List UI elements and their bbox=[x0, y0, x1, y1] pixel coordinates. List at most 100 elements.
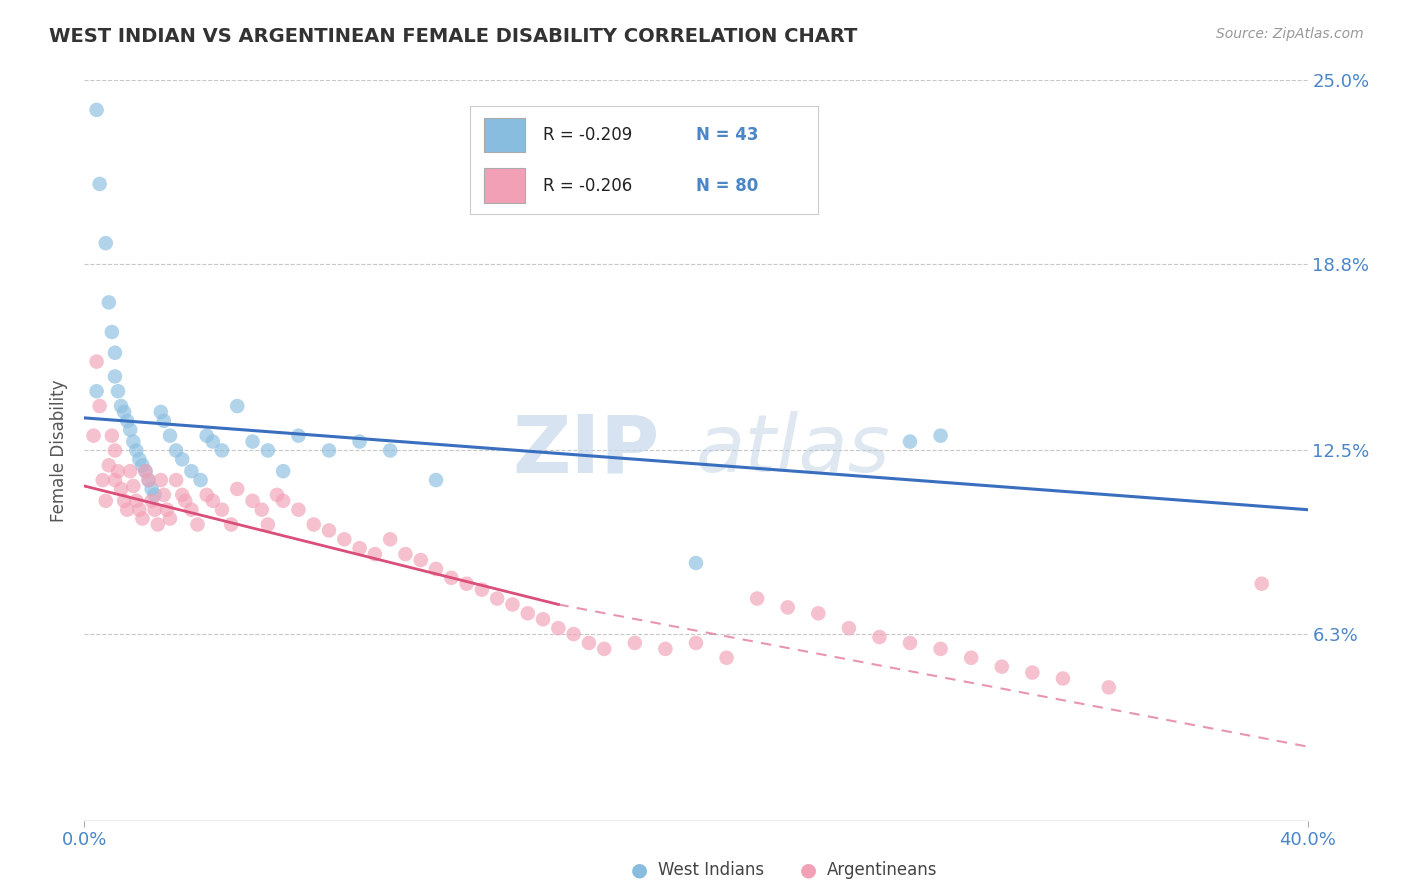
Point bbox=[685, 636, 707, 650]
Point bbox=[266, 488, 288, 502]
Point bbox=[141, 493, 163, 508]
Point bbox=[516, 607, 538, 621]
Point bbox=[1098, 681, 1121, 695]
Point bbox=[110, 482, 132, 496]
Point bbox=[242, 493, 264, 508]
Point bbox=[201, 493, 224, 508]
Point bbox=[578, 636, 600, 650]
Point bbox=[471, 582, 494, 597]
Point bbox=[143, 502, 166, 516]
Point bbox=[318, 443, 340, 458]
Point bbox=[318, 524, 340, 538]
Point bbox=[807, 607, 830, 621]
Point bbox=[110, 399, 132, 413]
Point bbox=[531, 612, 554, 626]
Point bbox=[115, 414, 138, 428]
Point bbox=[349, 541, 371, 556]
Point bbox=[159, 511, 181, 525]
Text: Argentineans: Argentineans bbox=[827, 861, 938, 879]
Point bbox=[1250, 576, 1272, 591]
Point bbox=[104, 369, 127, 384]
Text: atlas: atlas bbox=[696, 411, 891, 490]
Point bbox=[685, 556, 707, 570]
Point bbox=[1052, 672, 1074, 686]
Point bbox=[409, 553, 432, 567]
Text: ●: ● bbox=[800, 860, 817, 880]
Point bbox=[104, 443, 127, 458]
Point bbox=[153, 414, 176, 428]
Point bbox=[141, 482, 163, 496]
Point bbox=[101, 428, 124, 442]
Point bbox=[135, 464, 157, 478]
Point bbox=[186, 517, 208, 532]
Point bbox=[180, 464, 202, 478]
Point bbox=[364, 547, 387, 561]
Point bbox=[425, 473, 447, 487]
Point bbox=[174, 493, 197, 508]
Point bbox=[165, 443, 187, 458]
Point bbox=[593, 641, 616, 656]
Point bbox=[201, 434, 224, 449]
Point bbox=[869, 630, 891, 644]
Point bbox=[502, 598, 524, 612]
Point bbox=[94, 236, 117, 251]
Point bbox=[195, 488, 218, 502]
Point bbox=[776, 600, 799, 615]
Point bbox=[271, 493, 294, 508]
Text: West Indians: West Indians bbox=[658, 861, 763, 879]
Point bbox=[107, 384, 129, 399]
Text: WEST INDIAN VS ARGENTINEAN FEMALE DISABILITY CORRELATION CHART: WEST INDIAN VS ARGENTINEAN FEMALE DISABI… bbox=[49, 27, 858, 45]
Point bbox=[287, 502, 309, 516]
Point bbox=[120, 423, 142, 437]
Text: ●: ● bbox=[631, 860, 648, 880]
Point bbox=[172, 488, 194, 502]
Point bbox=[131, 511, 153, 525]
Point bbox=[929, 428, 952, 442]
Point bbox=[138, 473, 160, 487]
Point bbox=[112, 493, 135, 508]
Point bbox=[960, 650, 983, 665]
Point bbox=[156, 502, 179, 516]
Point bbox=[195, 428, 218, 442]
Point bbox=[135, 464, 157, 478]
Point bbox=[562, 627, 585, 641]
Point bbox=[1021, 665, 1043, 680]
Point bbox=[257, 443, 280, 458]
Point bbox=[122, 479, 145, 493]
Point bbox=[125, 493, 148, 508]
Point bbox=[94, 493, 117, 508]
Point bbox=[838, 621, 860, 635]
Point bbox=[112, 405, 135, 419]
Point bbox=[747, 591, 769, 606]
Point bbox=[250, 502, 273, 516]
Point bbox=[101, 325, 124, 339]
Point bbox=[125, 443, 148, 458]
Point bbox=[104, 473, 127, 487]
Point bbox=[654, 641, 676, 656]
Point bbox=[991, 659, 1014, 673]
Point bbox=[104, 345, 127, 359]
Point bbox=[91, 473, 114, 487]
Point bbox=[425, 562, 447, 576]
Point bbox=[128, 452, 150, 467]
Point bbox=[486, 591, 509, 606]
Point bbox=[89, 177, 111, 191]
Point bbox=[333, 533, 356, 547]
Point bbox=[380, 443, 402, 458]
Point bbox=[190, 473, 212, 487]
Point bbox=[211, 502, 233, 516]
Point bbox=[380, 533, 402, 547]
Point bbox=[120, 464, 142, 478]
Point bbox=[83, 428, 105, 442]
Point bbox=[97, 295, 120, 310]
Point bbox=[149, 405, 172, 419]
Point bbox=[149, 473, 172, 487]
Point bbox=[131, 458, 153, 473]
Point bbox=[898, 636, 921, 650]
Point bbox=[257, 517, 280, 532]
Point bbox=[211, 443, 233, 458]
Y-axis label: Female Disability: Female Disability bbox=[51, 379, 69, 522]
Point bbox=[271, 464, 294, 478]
Point bbox=[624, 636, 647, 650]
Point bbox=[115, 502, 138, 516]
